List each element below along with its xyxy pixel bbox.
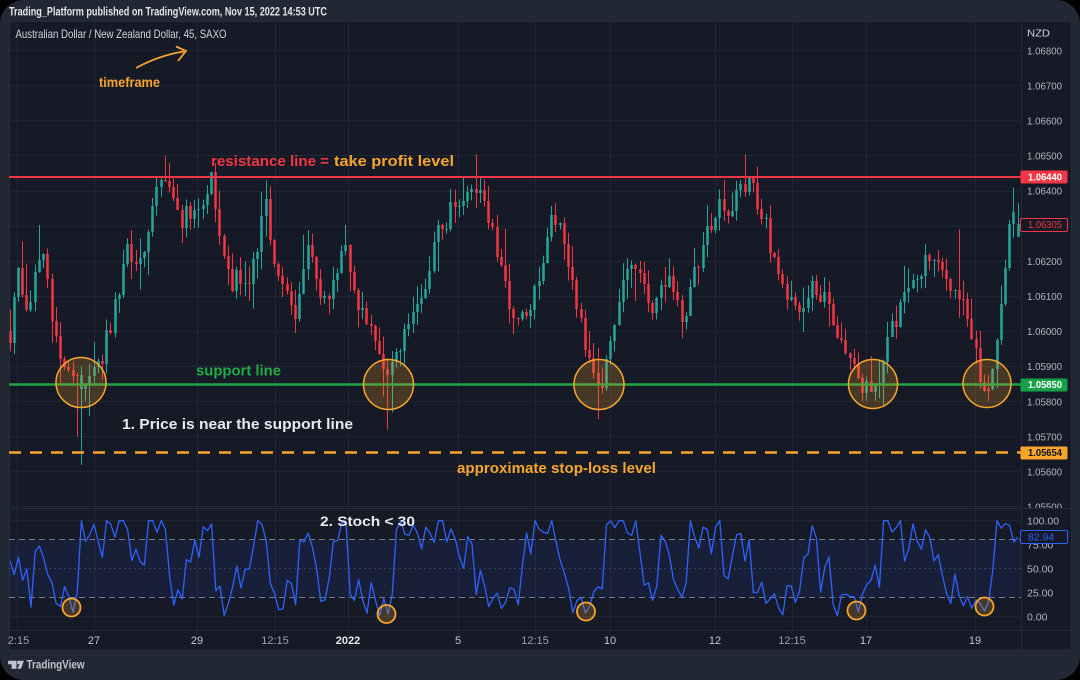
- svg-text:1.06800: 1.06800: [1027, 45, 1062, 57]
- svg-text:12: 12: [709, 635, 721, 647]
- svg-text:approximate stop-loss level: approximate stop-loss level: [457, 460, 656, 477]
- svg-text:19: 19: [969, 635, 981, 647]
- svg-text:Trading_Platform published on: Trading_Platform published on TradingVie…: [9, 5, 327, 19]
- svg-text:1.05800: 1.05800: [1027, 396, 1062, 408]
- svg-text:resistance line =: resistance line =: [211, 153, 329, 170]
- svg-text:12:15: 12:15: [261, 635, 289, 647]
- svg-text:25.00: 25.00: [1027, 588, 1053, 600]
- svg-text:82.94: 82.94: [1028, 532, 1054, 544]
- svg-text:0.00: 0.00: [1027, 612, 1048, 624]
- svg-text:TradingView: TradingView: [27, 660, 85, 672]
- svg-text:timeframe: timeframe: [99, 74, 160, 90]
- svg-text:1.05900: 1.05900: [1027, 361, 1062, 373]
- svg-text:1.06100: 1.06100: [1027, 291, 1062, 303]
- svg-text:1.06400: 1.06400: [1027, 186, 1062, 198]
- svg-text:take profit level: take profit level: [334, 153, 454, 170]
- svg-text:1.06305: 1.06305: [1028, 219, 1062, 231]
- svg-text:1.05600: 1.05600: [1027, 467, 1062, 479]
- svg-text:29: 29: [191, 635, 203, 647]
- svg-text:1.05500: 1.05500: [1027, 502, 1062, 514]
- svg-text:12:15: 12:15: [778, 635, 806, 647]
- svg-text:2. Stoch < 30: 2. Stoch < 30: [320, 513, 415, 529]
- svg-text:1.06700: 1.06700: [1027, 80, 1062, 92]
- svg-text:5: 5: [455, 635, 461, 647]
- svg-text:1.06200: 1.06200: [1027, 256, 1062, 268]
- svg-text:1.05850: 1.05850: [1028, 379, 1062, 391]
- svg-text:2:15: 2:15: [8, 635, 29, 647]
- svg-text:1.06500: 1.06500: [1027, 151, 1062, 163]
- svg-text:1.05700: 1.05700: [1027, 431, 1062, 443]
- svg-text:2022: 2022: [336, 635, 360, 647]
- svg-text:1.06000: 1.06000: [1027, 326, 1062, 338]
- svg-text:50.00: 50.00: [1027, 564, 1053, 576]
- svg-text:1.06600: 1.06600: [1027, 116, 1062, 128]
- svg-text:12:15: 12:15: [521, 635, 549, 647]
- svg-text:NZD: NZD: [1027, 28, 1050, 40]
- svg-text:support line: support line: [196, 363, 281, 380]
- svg-text:100.00: 100.00: [1027, 515, 1059, 527]
- svg-text:10: 10: [604, 635, 616, 647]
- svg-text:1.05654: 1.05654: [1028, 447, 1062, 459]
- svg-text:17: 17: [860, 635, 872, 647]
- svg-text:1.06440: 1.06440: [1028, 172, 1062, 184]
- svg-text:27: 27: [88, 635, 100, 647]
- svg-text:1. Price is near the support l: 1. Price is near the support line: [122, 416, 353, 433]
- svg-text:Australian Dollar / New Zealan: Australian Dollar / New Zealand Dollar, …: [16, 27, 227, 41]
